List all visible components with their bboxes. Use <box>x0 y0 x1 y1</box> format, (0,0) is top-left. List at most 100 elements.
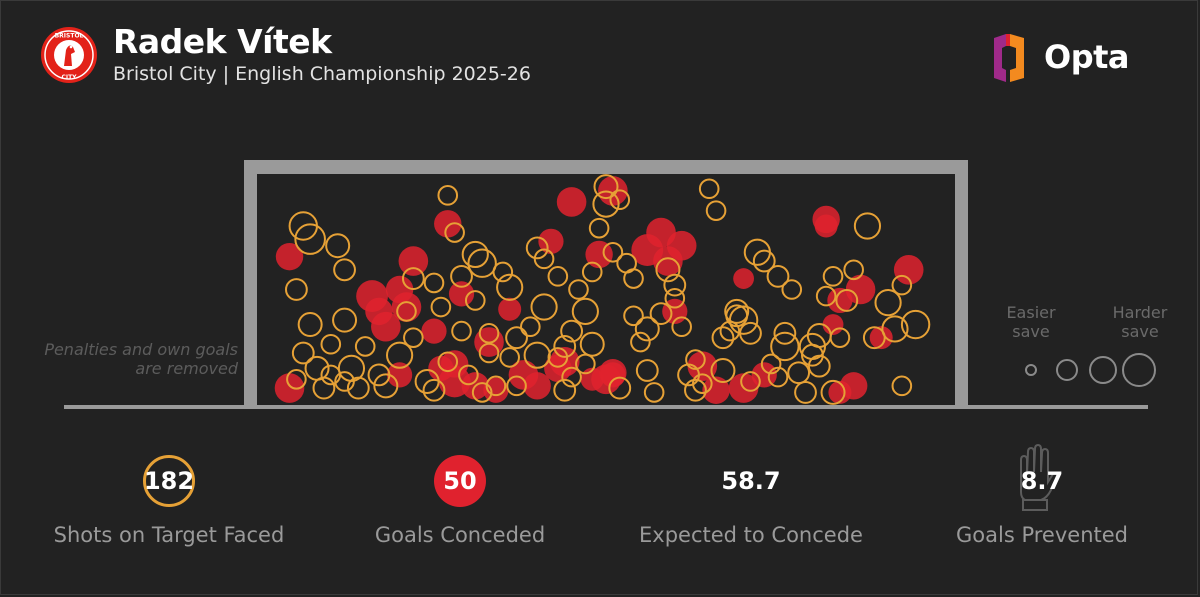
save-point <box>485 375 507 397</box>
save-point <box>499 347 520 368</box>
save-point <box>396 301 417 322</box>
goal-conceded-point <box>733 268 754 289</box>
save-point <box>663 273 687 297</box>
save-point <box>332 307 358 333</box>
save-point <box>401 267 425 290</box>
stat-shots-faced: 182 Shots on Target Faced <box>34 455 304 547</box>
save-point <box>634 316 660 342</box>
save-point <box>533 248 555 270</box>
goal-conceded-point <box>751 362 777 388</box>
save-point <box>450 264 473 288</box>
save-point <box>571 297 599 325</box>
goal-conceded-point <box>421 318 447 344</box>
save-point <box>891 375 913 397</box>
goal-conceded-point <box>845 274 876 305</box>
legend-size-2 <box>1056 359 1078 381</box>
save-point <box>561 366 582 388</box>
save-point <box>853 212 882 240</box>
ground-line <box>64 405 1148 409</box>
save-point <box>760 353 782 375</box>
stat-expected-label: Expected to Concede <box>639 523 863 547</box>
save-point <box>297 312 323 338</box>
save-point <box>752 249 776 273</box>
goal-conceded-point <box>274 373 305 403</box>
legend-harder-line1: Harder <box>1113 303 1168 322</box>
save-point <box>630 331 651 353</box>
save-point <box>560 319 583 343</box>
save-point <box>423 272 445 294</box>
save-point <box>444 222 465 243</box>
save-point <box>478 323 500 344</box>
save-point <box>553 378 577 402</box>
save-point <box>437 351 459 373</box>
goal-marks <box>274 176 924 404</box>
stat-goals-prevented: 8.7 Goals Prevented <box>907 455 1177 547</box>
note-line1: Penalties and own goals <box>44 340 238 359</box>
penalties-note: Penalties and own goals are removed <box>10 340 238 378</box>
save-point <box>724 298 750 324</box>
save-point <box>386 341 414 369</box>
goal-conceded-point <box>827 287 853 314</box>
badge-text-top: BRISTOL <box>55 33 84 40</box>
save-point <box>766 264 790 288</box>
save-point <box>623 268 644 289</box>
goal-conceded-point <box>498 297 522 321</box>
goalkeeper-glove-icon <box>1020 443 1059 511</box>
save-point <box>781 279 803 300</box>
save-point <box>829 327 851 348</box>
save-point <box>835 289 859 312</box>
player-name: Radek Vítek <box>113 22 332 61</box>
save-point <box>874 289 902 317</box>
stat-goals-conceded: 50 Goals Conceded <box>325 455 595 547</box>
save-point <box>505 326 528 350</box>
save-point <box>291 341 315 365</box>
legend-size-4 <box>1122 353 1156 387</box>
stat-goals-prevented-value: 8.7 <box>1020 467 1064 495</box>
save-point <box>464 290 486 311</box>
goal-conceded-point <box>387 362 413 388</box>
save-point <box>478 342 500 364</box>
save-point <box>320 333 342 355</box>
save-point <box>655 257 681 283</box>
save-point <box>312 376 336 400</box>
save-point <box>773 321 797 345</box>
goal-conceded-point <box>666 230 697 261</box>
goal-conceded-point <box>869 326 893 350</box>
save-point <box>333 258 356 282</box>
save-point <box>900 309 931 340</box>
save-point <box>575 353 596 375</box>
save-point <box>286 368 307 390</box>
save-point <box>705 200 727 221</box>
save-point <box>579 331 605 357</box>
save-point <box>692 373 713 394</box>
save-point <box>609 189 631 211</box>
legend-harder-line2: save <box>1121 322 1158 341</box>
goal-conceded-point <box>822 314 844 335</box>
save-point <box>553 335 577 358</box>
save-point <box>520 316 541 338</box>
legend-size-1 <box>1025 364 1037 376</box>
note-line2: are removed <box>135 359 238 378</box>
save-point <box>820 379 846 405</box>
save-point <box>711 326 735 350</box>
save-point <box>643 382 665 403</box>
save-point <box>685 349 706 370</box>
goal-conceded-point <box>434 210 462 238</box>
save-point <box>530 293 558 321</box>
save-point <box>649 302 673 325</box>
stat-expected-value: 58.7 <box>721 467 781 495</box>
save-point <box>451 320 472 342</box>
save-point <box>437 185 459 206</box>
goal-conceded-point <box>448 281 475 307</box>
save-point <box>294 223 326 255</box>
save-point <box>430 296 452 318</box>
save-point <box>843 259 864 281</box>
save-point <box>767 366 789 388</box>
save-point <box>422 378 446 402</box>
save-point <box>807 354 831 378</box>
save-point <box>635 359 659 382</box>
goal-conceded-point <box>398 246 429 276</box>
stat-shots-faced-label: Shots on Target Faced <box>53 523 285 547</box>
